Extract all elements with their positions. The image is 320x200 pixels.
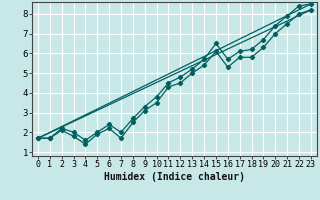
X-axis label: Humidex (Indice chaleur): Humidex (Indice chaleur): [104, 172, 245, 182]
